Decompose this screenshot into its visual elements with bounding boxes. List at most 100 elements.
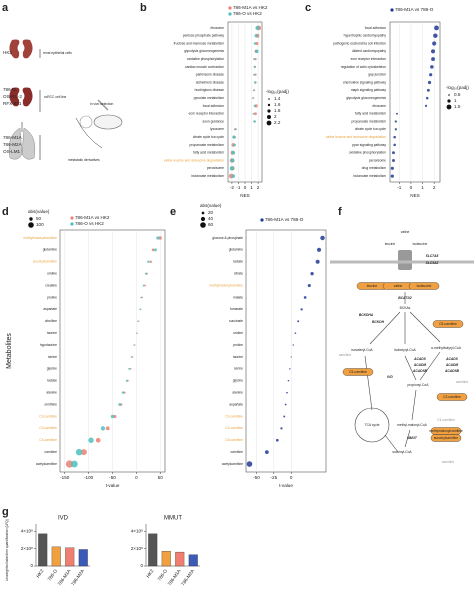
category-label: C4-carnitine (39, 438, 57, 442)
category-label: alzheimers disease (196, 80, 224, 84)
enzyme-label: ACADSB (412, 369, 428, 373)
data-point (253, 42, 257, 45)
x-tick-label: 1 (421, 185, 424, 190)
bar (148, 533, 158, 567)
metabolite-label: succinyl-CoA (392, 450, 412, 454)
enzyme-label: ACADSB (444, 369, 460, 373)
data-point (138, 320, 140, 322)
cell-line-label: renal epithelial cells (43, 51, 72, 55)
category-label: acetylcarnitine (36, 462, 57, 466)
x-tick-label: -150 (60, 475, 70, 480)
data-point (426, 88, 430, 92)
size-legend-label: 60 (208, 222, 214, 227)
data-point (133, 344, 135, 346)
category-label: glutamine (43, 248, 57, 252)
metabolite-label: methylmalonylcarnitine (429, 429, 463, 433)
data-point (118, 403, 122, 406)
category-label: glycolysis gluconeogenesis (184, 49, 224, 53)
data-point (264, 450, 269, 455)
data-point (253, 58, 256, 61)
legend-label: 786-M1A vs 786-O (265, 217, 304, 222)
cell-line-label: 786-M2A (3, 142, 23, 147)
category-label: C3-carnitine (225, 414, 243, 418)
data-point (427, 80, 432, 85)
metabolite-label: C4-carnitine (437, 418, 455, 422)
data-point (231, 174, 236, 178)
data-point (393, 135, 396, 139)
category-label: carnitine (45, 450, 58, 454)
x-tick-label: 50 (158, 475, 164, 480)
x-tick-label: 0 (290, 475, 293, 480)
size-legend-label: 1 (454, 98, 457, 103)
category-label: ecm receptor interaction (189, 112, 225, 116)
kidney-icon (9, 39, 33, 59)
metabolite-label: propionyl-CoA (408, 383, 430, 387)
data-point (254, 112, 257, 116)
arrow (411, 389, 417, 421)
metabolite-label: carnitine (456, 380, 469, 384)
x-tick-label: 786-O (47, 568, 59, 582)
size-legend-marker (446, 104, 452, 110)
x-axis-label: NES (410, 193, 419, 198)
metabolite-label: valine (401, 230, 410, 234)
category-label: fructose and mannose metabolism (174, 41, 225, 45)
transporter (398, 250, 412, 270)
x-tick-label: HK2 (145, 568, 154, 579)
data-point (139, 308, 142, 311)
data-point (110, 414, 115, 419)
size-legend-label: 1.8 (274, 108, 281, 113)
size-legend-label: 0.5 (454, 92, 461, 97)
category-label: glycine (233, 379, 243, 383)
data-point (394, 120, 397, 123)
cell-line-label: in vivo selection (90, 102, 113, 106)
data-point (252, 97, 254, 99)
data-point (149, 260, 152, 264)
data-point (431, 57, 435, 62)
category-label: focal adhesion (203, 104, 224, 108)
x-tick-label: 0 (135, 475, 138, 480)
category-label: hypertrophic cardiomyopathy (344, 34, 387, 38)
metabolite-label: TCA cycle (365, 423, 380, 427)
category-label: alanine (46, 391, 57, 395)
x-tick-label: -50 (109, 475, 116, 480)
category-label: citrate cycle tca cycle (193, 135, 224, 139)
x-tick-label: 2 (433, 185, 436, 190)
size-legend-title: abs(value) (28, 209, 50, 214)
data-point (429, 73, 433, 77)
category-label: propanoate metabolism (190, 143, 225, 147)
bar (175, 551, 185, 567)
category-label: lactate (47, 379, 57, 383)
metabolite-label: isoleucine (413, 242, 428, 246)
x-axis-label: t-value (106, 483, 120, 488)
category-label: C4-carnitine (225, 426, 243, 430)
data-point (137, 320, 139, 322)
legend-marker (228, 6, 232, 10)
category-label: dilated cardiomyopathy (352, 49, 386, 53)
cell-line-label: metastatic derivatives (68, 158, 100, 162)
category-label: lactate (233, 260, 243, 264)
metabolite-label: isobutyryl-CoA (394, 348, 416, 352)
cell-line-label: HK2 (3, 50, 12, 55)
x-tick-label: -1 (236, 185, 241, 190)
category-label: aspartate (43, 307, 57, 311)
data-point (80, 449, 87, 456)
enzyme-label: IVD (387, 375, 393, 379)
cell-line-label: RFX-631 (3, 101, 22, 106)
mouse-icon (93, 114, 123, 130)
bar (65, 547, 75, 567)
y-tick-label: 4×10⁸ (131, 528, 143, 533)
category-label: gap junction (368, 73, 386, 77)
data-point (253, 73, 256, 76)
enzyme-label: BCAT1/2 (398, 296, 412, 300)
category-label: cardiac muscle contraction (185, 65, 224, 69)
data-point (254, 81, 257, 84)
y-tick-label: 2×10⁸ (131, 546, 143, 551)
panel-label: b (140, 2, 147, 14)
arrow (404, 429, 411, 448)
data-point (307, 283, 311, 288)
category-label: glycolysis gluconeogenesis (346, 96, 386, 100)
arrow (384, 434, 399, 453)
size-legend-marker (29, 217, 33, 221)
category-label: serine (234, 367, 243, 371)
data-point (128, 367, 131, 370)
